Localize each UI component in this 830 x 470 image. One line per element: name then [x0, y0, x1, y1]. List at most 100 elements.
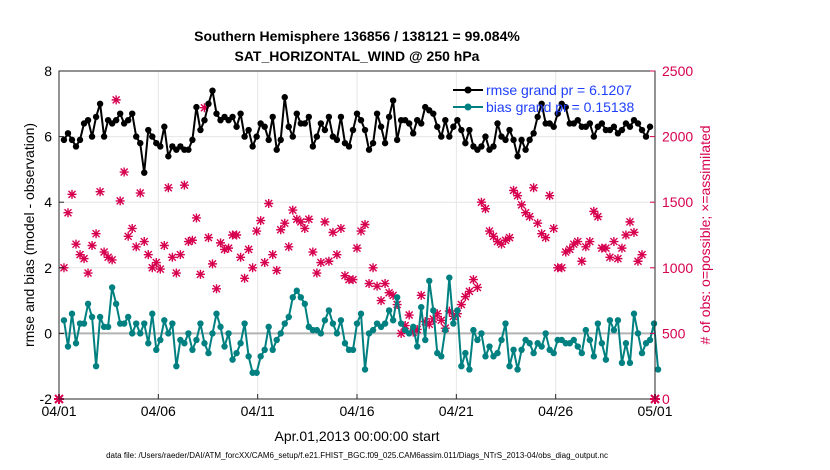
legend-bias-label: bias grand pr = 0.15138 [486, 99, 634, 115]
obs-marker [372, 281, 382, 291]
bias-point [237, 340, 244, 347]
rmse-point [365, 146, 373, 153]
obs-marker [613, 254, 623, 264]
obs-marker [107, 255, 117, 265]
obs-marker [163, 183, 173, 193]
bias-point [466, 366, 473, 373]
obs-marker [244, 244, 254, 254]
rmse-point [418, 120, 425, 127]
obs-marker [533, 218, 543, 228]
bias-point [253, 369, 260, 376]
rmse-point [510, 136, 517, 144]
bias-point [622, 340, 630, 347]
bias-point [414, 343, 421, 350]
obs-marker [71, 239, 81, 249]
bias-point [638, 349, 646, 357]
rmse-point [269, 113, 276, 121]
obs-marker [488, 231, 498, 241]
bias-point [124, 313, 132, 321]
x-tick-label: 04/16 [339, 403, 374, 419]
obs-marker [83, 268, 93, 278]
rmse-point [393, 136, 401, 144]
obs-marker [304, 214, 314, 224]
bias-point [426, 277, 433, 285]
rmse-point [64, 130, 72, 137]
bias-point [397, 320, 405, 327]
x-tick-label: 04/21 [439, 403, 474, 419]
bias-line [63, 276, 660, 374]
data-file-footnote: data file: /Users/raeder/DAI/ATM_forcXX/… [106, 451, 608, 460]
obs-marker [396, 328, 406, 338]
obs-marker [392, 300, 402, 310]
obs-marker [432, 309, 442, 319]
rmse-point [301, 120, 309, 127]
rmse-point [309, 143, 317, 150]
bias-point [418, 303, 425, 311]
rmse-point [562, 103, 569, 111]
x-tick-label: 04/26 [538, 403, 573, 419]
bias-point [518, 346, 525, 353]
y-tick-label: 0 [44, 325, 52, 341]
obs-marker [115, 196, 125, 206]
bias-point [550, 349, 557, 357]
bias-point [149, 310, 156, 317]
rmse-point [466, 126, 473, 134]
bias-point [221, 343, 228, 350]
bias-point [213, 310, 220, 317]
obs-marker [300, 223, 310, 233]
obs-marker [476, 197, 486, 207]
obs-marker [123, 231, 133, 241]
obs-marker [139, 237, 149, 247]
rmse-point [646, 123, 654, 130]
obs-marker [224, 243, 234, 253]
rmse-point [273, 146, 280, 153]
bias-point [586, 336, 594, 344]
rmse-point [450, 123, 457, 130]
rmse-series [60, 87, 654, 176]
rmse-point [161, 123, 168, 130]
bias-point [181, 340, 188, 347]
obs-marker [260, 258, 270, 268]
obs-marker [199, 103, 209, 113]
bias-point [72, 340, 80, 347]
obs-marker [155, 264, 165, 274]
rmse-point [514, 153, 521, 160]
rmse-point [337, 113, 345, 121]
obs-marker [220, 244, 230, 254]
bias-point [590, 353, 598, 360]
obs-marker [348, 275, 358, 285]
bias-point [602, 356, 610, 363]
right-tick-labels: 0 500 1000 1500 2000 2500 [650, 63, 693, 407]
bias-point [446, 274, 453, 281]
bias-point [594, 320, 602, 327]
obs-marker [292, 214, 302, 224]
bias-point [273, 336, 280, 344]
bias-point [141, 320, 148, 327]
obs-marker [589, 206, 599, 216]
rmse-point [317, 120, 325, 127]
rmse-point [213, 110, 220, 117]
rmse-point [229, 113, 236, 121]
rmse-point [88, 133, 96, 140]
legend-rmse-marker [464, 86, 472, 94]
bias-point [502, 320, 509, 327]
bias-point [169, 320, 176, 327]
obs-marker [187, 235, 197, 245]
obs-marker [625, 217, 635, 227]
obs-marker [593, 212, 603, 222]
obs-marker [336, 223, 346, 233]
rmse-point [285, 123, 292, 130]
bias-point [229, 356, 236, 363]
bias-point [261, 346, 268, 353]
rmse-point [265, 136, 272, 144]
obs-marker [529, 183, 539, 193]
rmse-point [84, 117, 92, 124]
obs-marker [340, 271, 350, 281]
obs-marker [581, 242, 591, 252]
bias-point [514, 366, 521, 373]
rmse-point [349, 126, 357, 134]
rmse-point [137, 139, 144, 147]
rmse-point [409, 130, 417, 137]
rmse-point [634, 120, 642, 127]
rmse-point [642, 133, 650, 140]
